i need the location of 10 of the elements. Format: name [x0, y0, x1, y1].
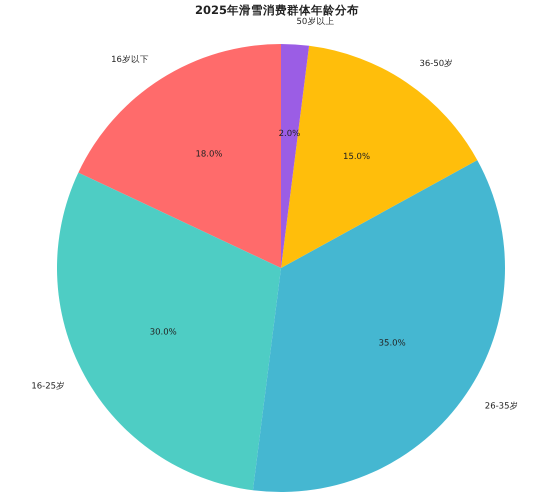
slice-label: 16-25岁 — [31, 380, 66, 392]
slice-label: 16岁以下 — [111, 54, 149, 65]
data-label: 18.0% — [195, 150, 222, 160]
data-label: 35.0% — [378, 338, 406, 349]
chart-title: 2025年滑雪消费群体年龄分布 — [194, 3, 360, 17]
data-label: 30.0% — [150, 328, 177, 338]
slice-label: 36-50岁 — [419, 58, 454, 70]
data-label: 15.0% — [343, 152, 370, 162]
slice-label: 50岁以上 — [296, 16, 334, 28]
slice-label: 26-35岁 — [484, 400, 518, 412]
